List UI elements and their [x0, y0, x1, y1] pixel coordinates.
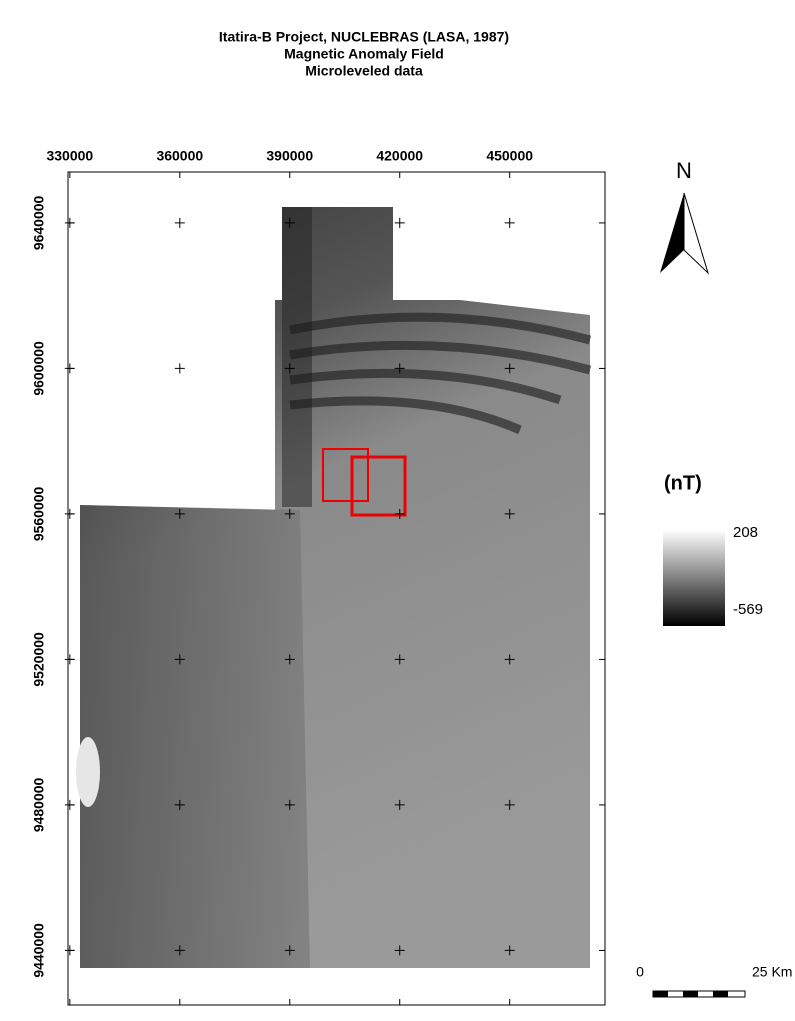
x-tick-label: 450000	[486, 148, 533, 164]
x-tick-label: 330000	[46, 148, 93, 164]
legend-colorbar	[663, 530, 725, 626]
legend-max: 208	[733, 524, 758, 541]
scale-bar	[653, 991, 745, 997]
x-tick-label: 360000	[156, 148, 203, 164]
title-line: Itatira-B Project, NUCLEBRAS (LASA, 1987…	[219, 29, 509, 45]
north-arrow	[660, 193, 708, 273]
y-tick-label: 9560000	[31, 486, 47, 541]
y-tick-label: 9520000	[31, 632, 47, 687]
y-tick-label: 9480000	[31, 777, 47, 832]
north-label: N	[676, 158, 692, 183]
page: {"map": { "title": ["Itatira-B Project, …	[0, 0, 795, 1016]
scale-end: 25 Km	[752, 964, 792, 980]
legend-min: -569	[733, 601, 763, 618]
map-figure: Itatira-B Project, NUCLEBRAS (LASA, 1987…	[0, 0, 795, 1016]
title-line: Microleveled data	[305, 63, 423, 79]
y-tick-label: 9600000	[31, 341, 47, 396]
x-tick-label: 390000	[266, 148, 313, 164]
y-tick-label: 9640000	[31, 195, 47, 250]
x-tick-label: 420000	[376, 148, 423, 164]
scale-start: 0	[636, 964, 644, 980]
y-tick-label: 9440000	[31, 923, 47, 978]
title-line: Magnetic Anomaly Field	[284, 46, 444, 62]
legend-unit: (nT)	[664, 472, 702, 494]
